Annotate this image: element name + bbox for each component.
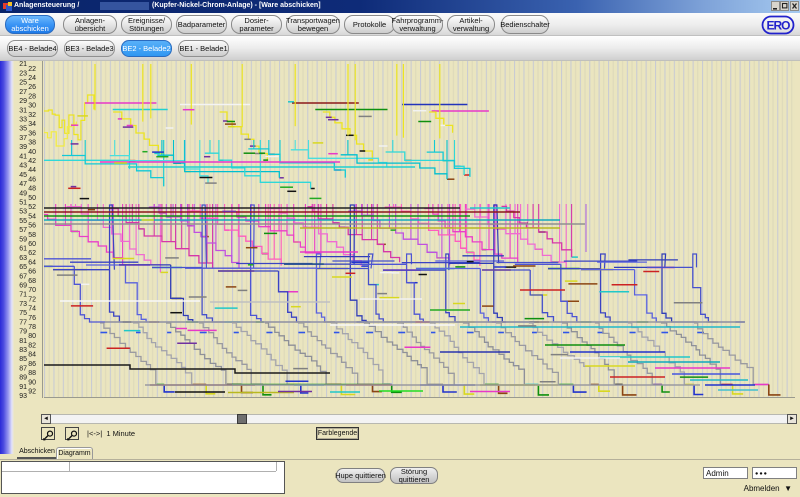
- svg-text:33: 33: [19, 117, 27, 124]
- svg-text:35: 35: [19, 126, 27, 133]
- svg-text:66: 66: [28, 269, 36, 276]
- svg-text:71: 71: [19, 292, 27, 299]
- svg-text:55: 55: [19, 218, 27, 225]
- svg-text:58: 58: [28, 232, 36, 239]
- svg-text:79: 79: [19, 329, 27, 336]
- svg-text:62: 62: [28, 250, 36, 257]
- svg-text:88: 88: [28, 370, 36, 377]
- svg-text:74: 74: [28, 306, 36, 313]
- svg-text:83: 83: [19, 347, 27, 354]
- svg-text:38: 38: [28, 140, 36, 147]
- svg-text:67: 67: [19, 273, 27, 280]
- svg-text:43: 43: [19, 163, 27, 170]
- svg-text:77: 77: [19, 319, 27, 326]
- svg-text:39: 39: [19, 144, 27, 151]
- svg-text:70: 70: [28, 287, 36, 294]
- svg-text:72: 72: [28, 296, 36, 303]
- svg-text:30: 30: [28, 103, 36, 110]
- svg-text:44: 44: [28, 167, 36, 174]
- svg-text:25: 25: [19, 80, 27, 87]
- svg-text:89: 89: [19, 375, 27, 382]
- svg-text:78: 78: [28, 324, 36, 331]
- svg-text:ERO: ERO: [766, 19, 790, 33]
- svg-text:57: 57: [19, 227, 27, 234]
- svg-text:31: 31: [19, 107, 27, 114]
- svg-text:49: 49: [19, 190, 27, 197]
- svg-text:64: 64: [28, 259, 36, 266]
- svg-text:65: 65: [19, 264, 27, 271]
- svg-text:24: 24: [28, 75, 36, 82]
- svg-text:61: 61: [19, 246, 27, 253]
- svg-text:82: 82: [28, 342, 36, 349]
- svg-text:76: 76: [28, 315, 36, 322]
- svg-text:90: 90: [28, 379, 36, 386]
- svg-text:54: 54: [28, 213, 36, 220]
- svg-text:92: 92: [28, 389, 36, 396]
- svg-text:68: 68: [28, 278, 36, 285]
- svg-text:41: 41: [19, 153, 27, 160]
- svg-text:47: 47: [19, 181, 27, 188]
- svg-text:51: 51: [19, 200, 27, 207]
- svg-text:42: 42: [28, 158, 36, 165]
- svg-text:32: 32: [28, 112, 36, 119]
- svg-text:84: 84: [28, 352, 36, 359]
- svg-text:36: 36: [28, 130, 36, 137]
- svg-text:60: 60: [28, 241, 36, 248]
- svg-text:28: 28: [28, 94, 36, 101]
- svg-text:93: 93: [19, 393, 27, 398]
- svg-text:52: 52: [28, 204, 36, 211]
- svg-text:56: 56: [28, 223, 36, 230]
- svg-text:48: 48: [28, 186, 36, 193]
- svg-text:45: 45: [19, 172, 27, 179]
- svg-text:75: 75: [19, 310, 27, 317]
- svg-text:37: 37: [19, 135, 27, 142]
- svg-text:46: 46: [28, 176, 36, 183]
- svg-text:40: 40: [28, 149, 36, 156]
- svg-text:63: 63: [19, 255, 27, 262]
- svg-text:59: 59: [19, 236, 27, 243]
- svg-text:23: 23: [19, 70, 27, 77]
- svg-text:22: 22: [28, 66, 36, 73]
- svg-text:34: 34: [28, 121, 36, 128]
- svg-text:73: 73: [19, 301, 27, 308]
- svg-text:29: 29: [19, 98, 27, 105]
- svg-text:80: 80: [28, 333, 36, 340]
- svg-text:53: 53: [19, 209, 27, 216]
- svg-text:86: 86: [28, 361, 36, 368]
- svg-text:27: 27: [19, 89, 27, 96]
- svg-text:91: 91: [19, 384, 27, 391]
- svg-text:69: 69: [19, 283, 27, 290]
- svg-text:50: 50: [28, 195, 36, 202]
- svg-text:26: 26: [28, 84, 36, 91]
- svg-text:85: 85: [19, 356, 27, 363]
- svg-text:21: 21: [19, 61, 27, 68]
- svg-text:81: 81: [19, 338, 27, 345]
- svg-text:87: 87: [19, 366, 27, 373]
